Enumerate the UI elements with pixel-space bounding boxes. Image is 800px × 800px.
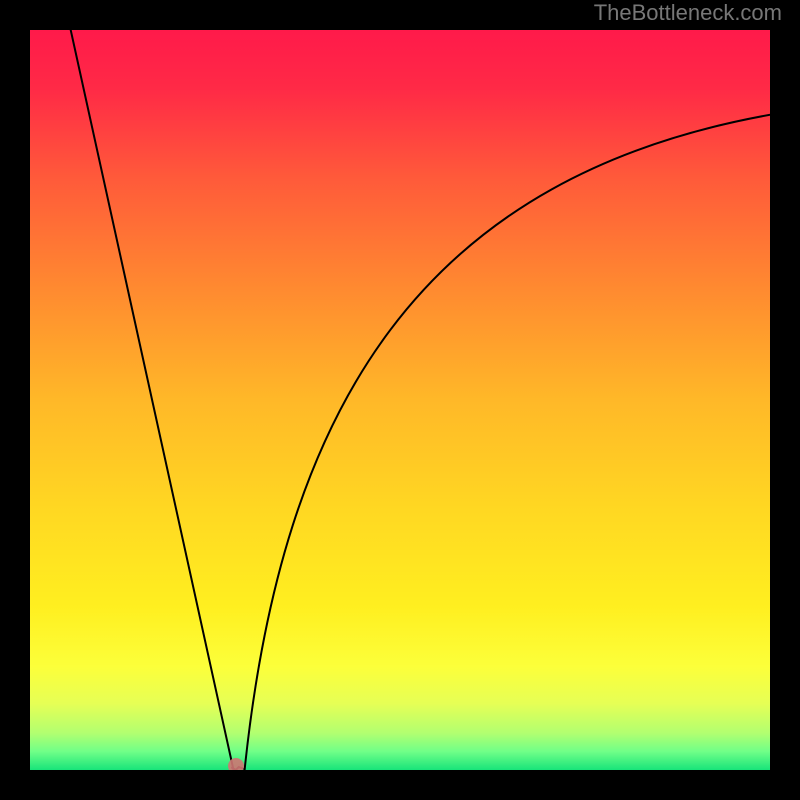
bottleneck-curve xyxy=(30,30,770,770)
vertex-marker xyxy=(228,758,244,770)
chart-frame xyxy=(0,0,800,800)
watermark-text: TheBottleneck.com xyxy=(594,0,782,26)
plot-area xyxy=(30,30,770,770)
